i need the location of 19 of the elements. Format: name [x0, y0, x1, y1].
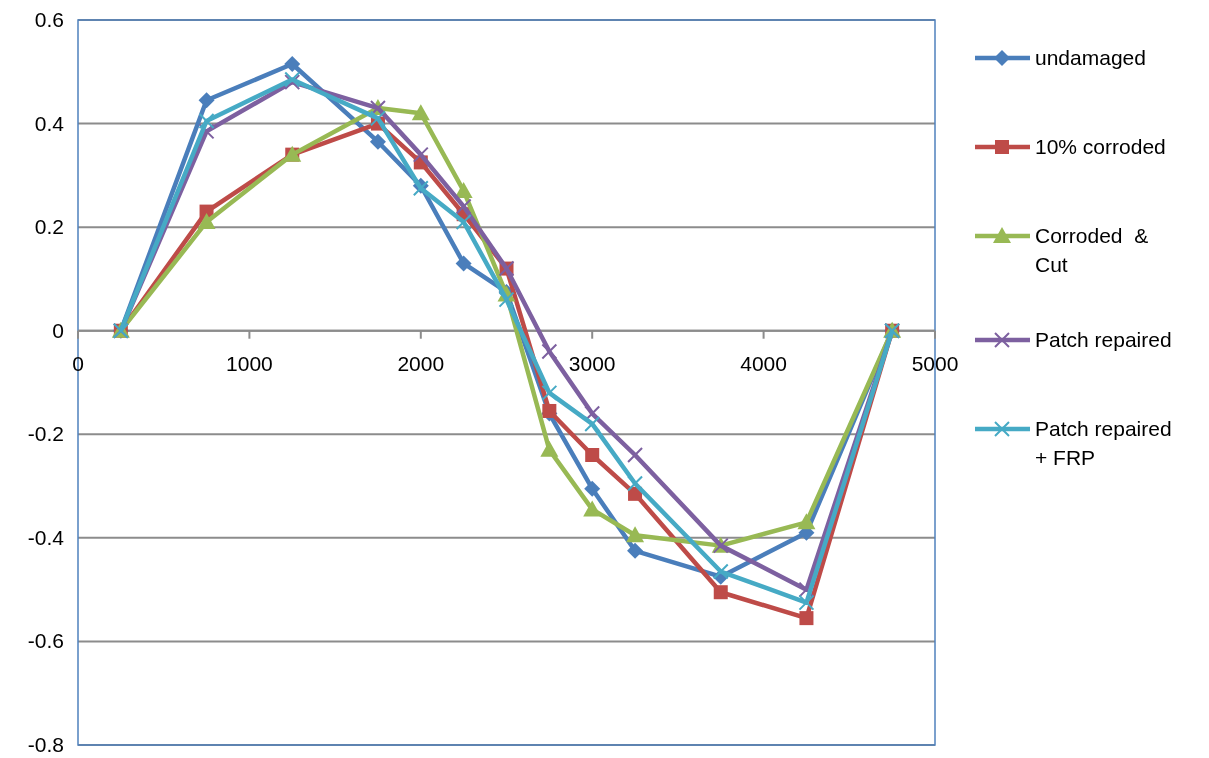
y-tick-label: -0.2	[27, 422, 64, 446]
x-tick-label: 2000	[397, 351, 445, 375]
y-tick-label: 0	[52, 318, 64, 342]
legend-label: Patch repaired + FRP	[1035, 417, 1172, 469]
y-tick-label: -0.6	[27, 629, 64, 653]
x-tick-label: 3000	[568, 351, 616, 375]
y-tick-label: 0.4	[34, 111, 65, 135]
y-tick-label: 0.6	[34, 8, 64, 31]
x-tick-label: 1000	[226, 351, 273, 375]
legend-label: undamaged	[1035, 46, 1146, 69]
legend-label: 10% corroded	[1035, 135, 1166, 158]
x-tick-label: 5000	[911, 351, 959, 375]
legend-label: Corroded & Cut	[1035, 224, 1149, 276]
x-tick-label: 0	[72, 351, 84, 375]
y-tick-label: -0.4	[27, 525, 65, 549]
legend-label: Patch repaired	[1035, 328, 1172, 351]
y-tick-label: 0.2	[34, 215, 64, 239]
y-tick-label: -0.8	[27, 733, 64, 756]
x-tick-label: 4000	[740, 351, 787, 375]
